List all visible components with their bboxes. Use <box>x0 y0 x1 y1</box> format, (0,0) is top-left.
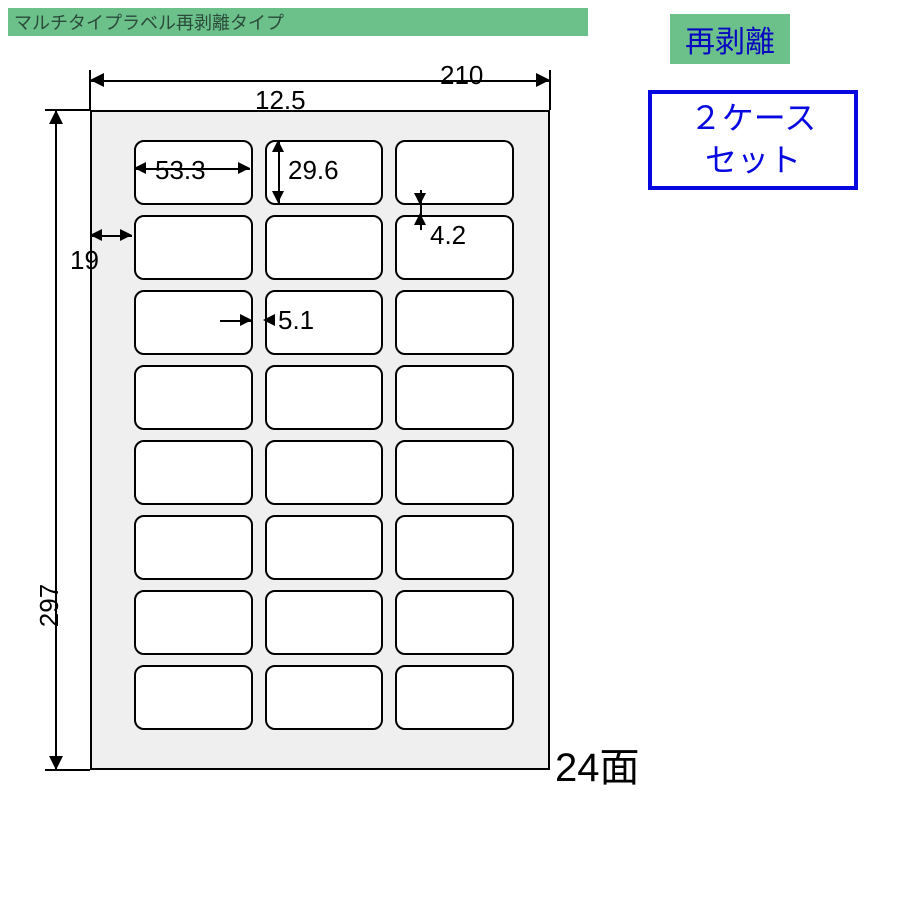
arrow-up-icon <box>272 140 284 152</box>
tick <box>89 70 91 110</box>
badge-set-line1: ２ケース <box>690 98 816 140</box>
label-cell <box>134 365 253 430</box>
arrow-right-icon <box>240 314 252 326</box>
label-cell <box>395 290 514 355</box>
label-cell <box>265 515 384 580</box>
sheet-outline <box>90 110 550 770</box>
badge-removable-text: 再剥離 <box>685 17 775 61</box>
arrow-right-icon <box>120 229 132 241</box>
label-cell <box>265 365 384 430</box>
dim-label-width-text: 53.3 <box>155 155 206 186</box>
badge-removable: 再剥離 <box>670 14 790 64</box>
header-bar: マルチタイプラベル再剥離タイプ <box>8 8 588 36</box>
dim-left-margin-text: 19 <box>70 245 99 276</box>
label-cell <box>395 365 514 430</box>
tick <box>549 70 551 110</box>
label-cell <box>265 590 384 655</box>
dim-height-text: 297 <box>34 584 65 627</box>
label-cell <box>134 590 253 655</box>
arrow-right-icon <box>536 73 550 87</box>
label-cell <box>395 440 514 505</box>
arrow-right-icon <box>238 162 250 174</box>
arrow-up-icon <box>49 110 63 124</box>
label-cell <box>265 665 384 730</box>
arrow-down-icon <box>49 756 63 770</box>
badge-set-line2: セット <box>705 140 801 182</box>
label-cell <box>134 440 253 505</box>
label-cell <box>134 665 253 730</box>
dim-height-line <box>55 110 57 770</box>
arrow-left-icon <box>90 229 102 241</box>
label-cell <box>134 290 253 355</box>
face-count-text: 24面 <box>555 735 640 793</box>
label-cell <box>395 665 514 730</box>
arrow-down-icon <box>272 191 284 203</box>
dim-label-width-line <box>134 168 250 170</box>
label-cell <box>395 590 514 655</box>
label-cell <box>395 515 514 580</box>
tick <box>45 109 90 111</box>
header-text: マルチタイプラベル再剥離タイプ <box>14 9 284 35</box>
label-cell <box>134 515 253 580</box>
diagram-area: 210 12.5 297 <box>20 50 620 880</box>
arrow-down-icon <box>414 193 426 205</box>
tick <box>45 769 90 771</box>
dim-width-text: 210 <box>440 60 483 91</box>
dim-label-height-text: 29.6 <box>288 155 339 186</box>
arrow-left-icon <box>134 162 146 174</box>
badge-set: ２ケース セット <box>648 90 858 190</box>
dim-hgap-text: 5.1 <box>278 305 314 336</box>
arrow-left-icon <box>90 73 104 87</box>
label-cell <box>134 215 253 280</box>
label-cell <box>265 215 384 280</box>
label-cell <box>265 440 384 505</box>
arrow-up-icon <box>414 213 426 225</box>
dim-vgap-text: 4.2 <box>430 220 466 251</box>
arrow-left-icon <box>263 314 275 326</box>
